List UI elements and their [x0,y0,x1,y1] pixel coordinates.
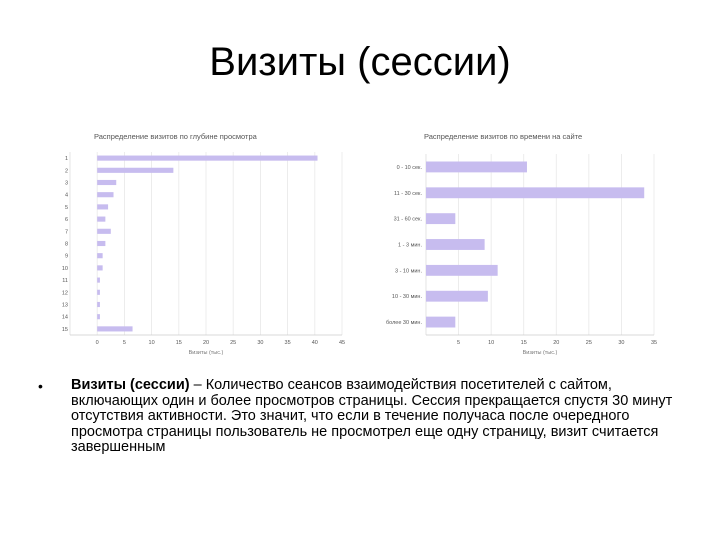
x-tick-label: 40 [312,340,318,346]
x-axis-label: Визиты (тыс.) [523,350,558,356]
x-tick-label: 15 [176,340,182,346]
bar-6 [97,216,106,222]
x-axis-label: Визиты (тыс.) [189,350,224,356]
category-label: 10 - 30 мин. [392,294,423,300]
definition-body: – Количество сеансов взаимодействия посе… [71,377,673,455]
x-tick-label: 10 [149,340,155,346]
x-tick-label: 30 [257,340,263,346]
bar-5 [97,204,109,210]
bar-4 [426,239,485,250]
bar-11 [97,277,100,283]
bar-3 [426,213,456,225]
x-tick-label: 30 [618,340,624,346]
x-tick-label: 15 [521,340,527,346]
category-label: 3 [65,181,68,187]
category-label: 2 [65,168,68,174]
category-label: 6 [65,217,68,223]
chart-title: Распределение визитов по глубине просмот… [94,132,258,141]
definition-text: Визиты (сессии) – Количество сеансов вза… [71,377,691,456]
category-label: 12 [62,290,68,296]
bar-1 [97,155,318,161]
bar-4 [97,192,114,198]
bar-14 [97,314,100,320]
bullet-marker: • [38,378,43,394]
x-tick-label: 5 [123,340,126,346]
category-label: 1 - 3 мин. [398,243,422,249]
category-label: 11 [62,278,68,284]
category-label: 31 - 60 сек. [394,217,423,223]
bar-7 [97,228,111,234]
x-tick-label: 25 [586,340,592,346]
category-label: 9 [65,254,68,260]
x-tick-label: 35 [651,340,657,346]
bar-15 [97,326,133,332]
chart-title: Распределение визитов по времени на сайт… [424,132,582,141]
slide-title: Визиты (сессии) [209,40,511,84]
visit-time-chart: Распределение визитов по времени на сайт… [386,132,657,356]
visit-depth-chart: Распределение визитов по глубине просмот… [62,132,345,356]
bar-6 [426,290,488,302]
category-label: 14 [62,315,68,321]
bar-2 [97,167,174,173]
bar-8 [97,240,106,247]
bar-13 [97,301,100,308]
definition-term: Визиты (сессии) [71,377,190,393]
bar-2 [426,187,645,199]
bar-7 [426,316,456,328]
category-label: 0 - 10 сек. [397,165,423,171]
x-tick-label: 10 [488,340,494,346]
x-tick-label: 5 [457,340,460,346]
bar-3 [97,179,117,186]
category-label: 5 [65,205,68,211]
category-label: 11 - 30 сек. [394,191,422,197]
x-tick-label: 25 [230,340,236,346]
x-tick-label: 0 [96,340,99,346]
category-label: 13 [62,303,68,309]
x-tick-label: 35 [285,340,291,346]
bar-12 [97,289,100,295]
category-label: 1 [65,156,68,162]
x-tick-label: 20 [553,340,559,346]
x-tick-label: 45 [339,340,345,346]
category-label: 10 [62,266,68,272]
bar-9 [97,253,103,259]
category-label: 15 [62,327,68,333]
category-label: более 30 мин. [386,320,422,326]
bar-1 [426,161,527,173]
category-label: 7 [65,229,68,235]
category-label: 4 [65,193,68,199]
category-label: 8 [65,242,68,248]
bar-5 [426,264,498,276]
x-tick-label: 20 [203,340,209,346]
category-label: 3 - 10 мин. [395,268,422,274]
bar-10 [97,265,103,271]
